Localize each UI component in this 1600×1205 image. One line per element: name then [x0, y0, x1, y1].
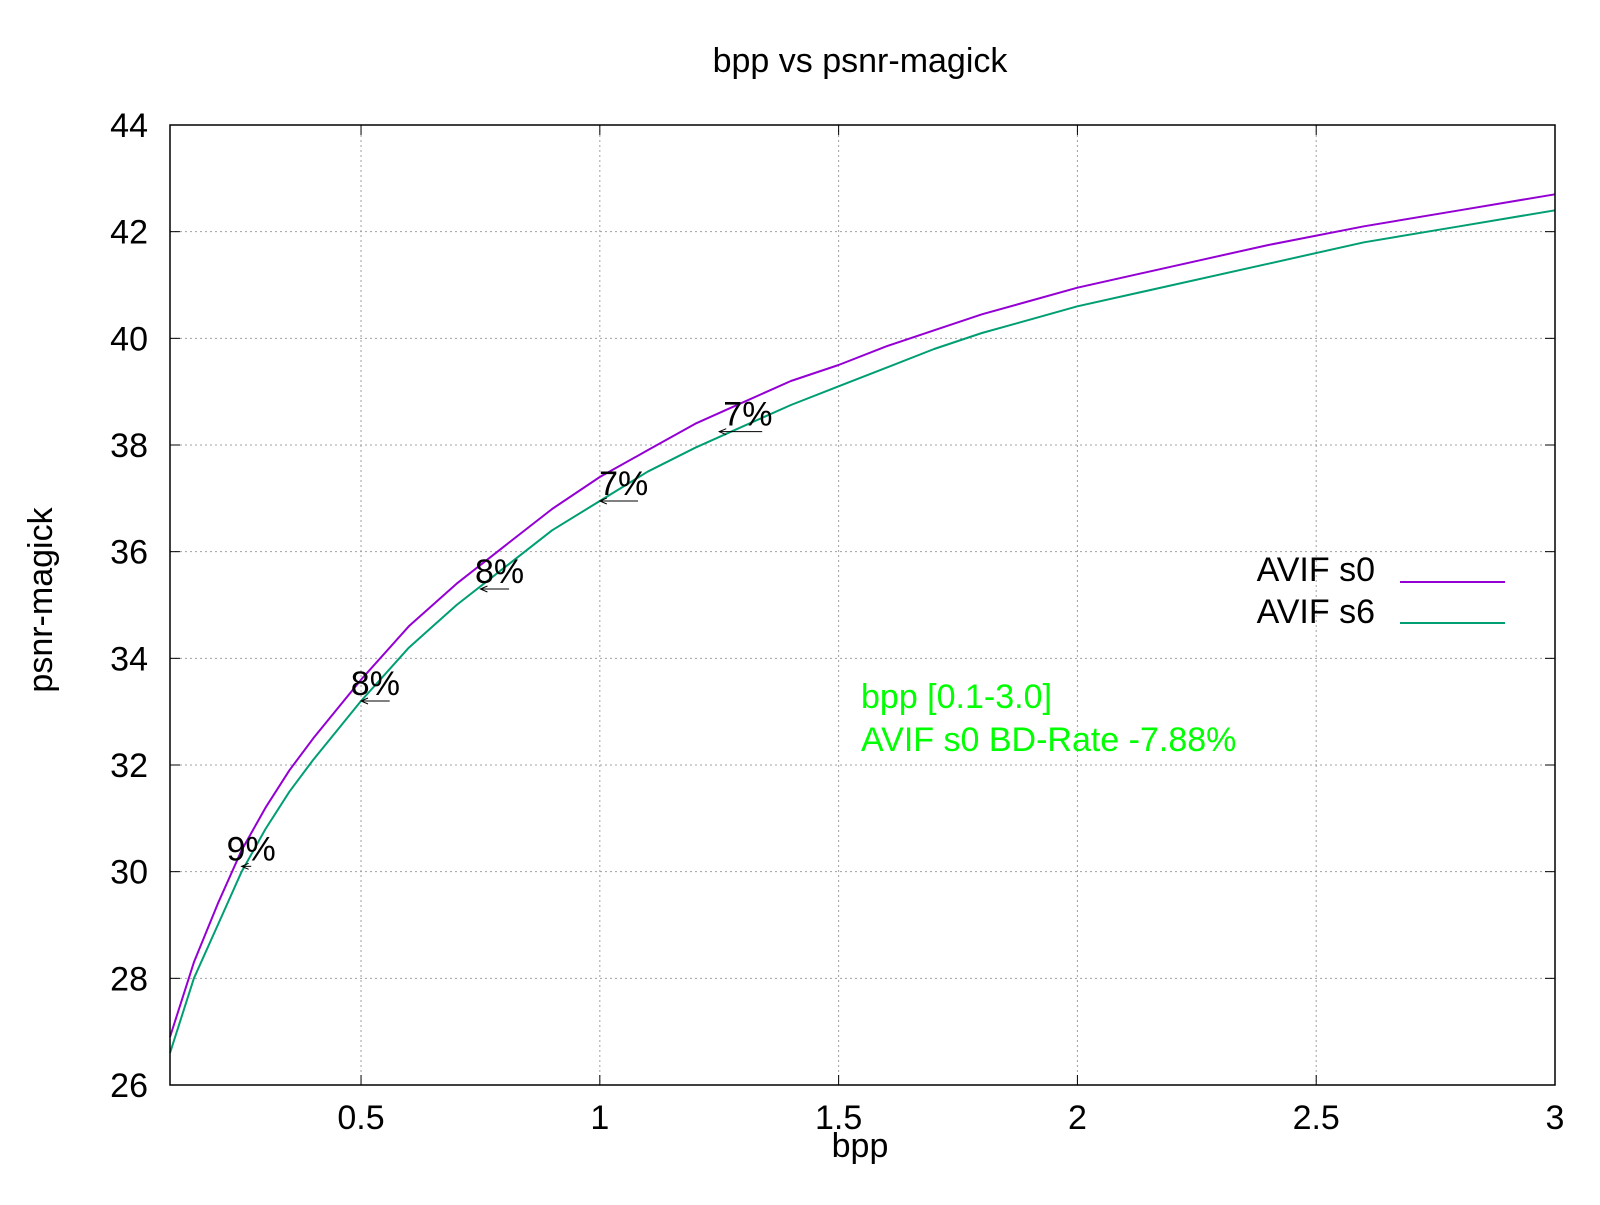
x-tick-label: 3 [1546, 1099, 1565, 1137]
bd-arrow-head [359, 697, 369, 705]
bd-arrow-head [717, 428, 727, 436]
bd-rate-annotation: 7% [599, 465, 648, 503]
ticks: 0.5 1 1.5 2 2.5 3 26 28 30 32 34 36 38 40 42 44 [110, 107, 1564, 1137]
y-tick-label: 40 [110, 320, 148, 358]
bd-arrow-head [479, 585, 488, 593]
y-axis-label: psnr-magick [22, 506, 60, 692]
series-group [169, 193, 1556, 1054]
legend-label-s6: AVIF s6 [1257, 593, 1375, 631]
bd-rate-annotation: 7% [723, 396, 772, 434]
bd-rate-annotation: 8% [475, 553, 524, 591]
x-tick-label: 2 [1068, 1099, 1087, 1137]
y-tick-label: 44 [110, 107, 148, 145]
bd-rate-annotation: 9% [227, 830, 276, 868]
series-line-s0 [169, 193, 1556, 1038]
y-tick-label: 42 [110, 214, 148, 252]
y-tick-label: 28 [110, 960, 148, 998]
y-tick-label: 32 [110, 747, 148, 785]
x-tick-label: 0.5 [337, 1099, 384, 1137]
x-tick-label: 2.5 [1293, 1099, 1340, 1137]
y-tick-label: 38 [110, 427, 148, 465]
x-tick-label: 1.5 [815, 1099, 862, 1137]
x-axis-label: bpp [832, 1127, 889, 1165]
bd-rate-note: bpp [0.1-3.0] AVIF s0 BD-Rate -7.88% [861, 678, 1236, 759]
legend: AVIF s0 AVIF s6 [1257, 551, 1505, 631]
legend-label-s0: AVIF s0 [1257, 551, 1375, 589]
y-tick-label: 26 [110, 1067, 148, 1105]
bd-arrow-head [240, 862, 249, 870]
chart-title: bpp vs psnr-magick [713, 42, 1009, 80]
y-tick-label: 36 [110, 534, 148, 572]
series-line-s6 [169, 209, 1556, 1054]
y-tick-label: 30 [110, 854, 148, 892]
y-tick-label: 34 [110, 640, 148, 678]
plot-frame [169, 124, 1556, 1086]
annotations: 9% 8% 8% 7% 7% [227, 396, 772, 870]
grid [170, 125, 1556, 1085]
bd-rate-range: bpp [0.1-3.0] [861, 678, 1052, 716]
bd-arrow-head [598, 497, 608, 505]
x-tick-label: 1 [590, 1099, 609, 1137]
bd-rate-annotation: 8% [351, 665, 400, 703]
bd-rate-value: AVIF s0 BD-Rate -7.88% [861, 721, 1236, 759]
